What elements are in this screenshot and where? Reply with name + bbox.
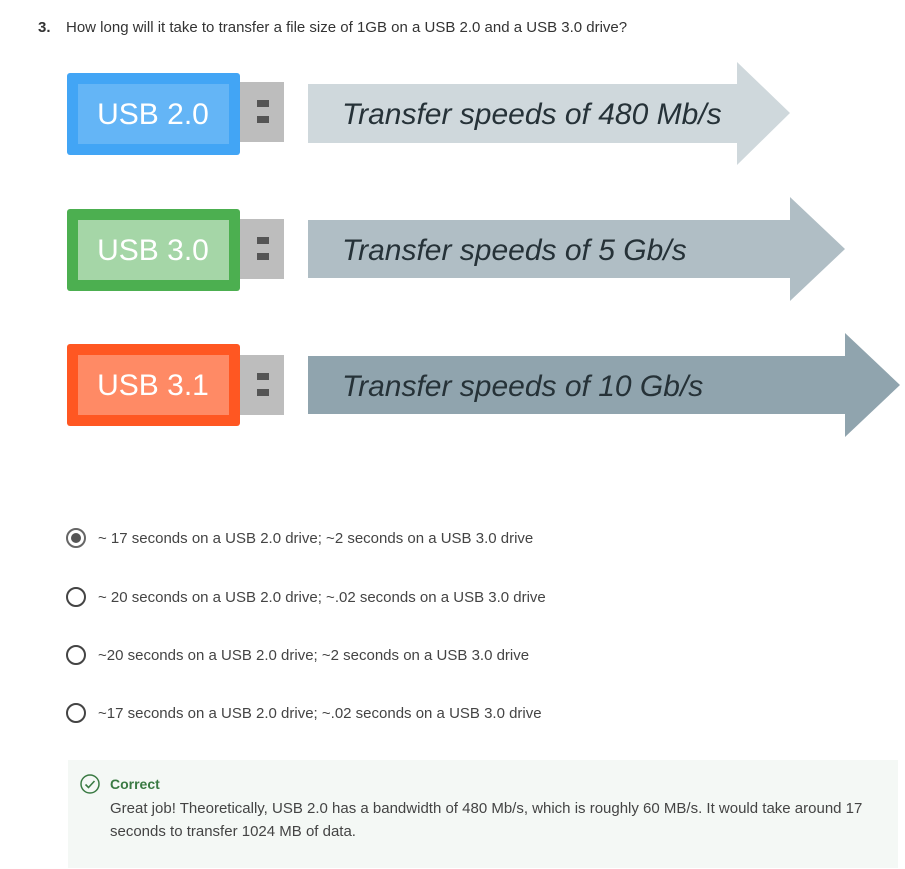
- feedback-panel: Correct Great job! Theoretically, USB 2.…: [68, 760, 898, 868]
- connector-2-slot-bottom: [257, 253, 269, 260]
- usb-illustration-svg: USB 2.0 Transfer speeds of 480 Mb/s USB …: [67, 62, 900, 437]
- radio-button[interactable]: [66, 645, 86, 665]
- usb-drive-2-speed: Transfer speeds of 5 Gb/s: [342, 234, 687, 267]
- question-number: 3.: [38, 19, 51, 36]
- usb-row-1: USB 2.0 Transfer speeds of 480 Mb/s: [67, 62, 790, 165]
- feedback-title: Correct: [110, 776, 160, 792]
- radio-button[interactable]: [66, 587, 86, 607]
- connector-1-slot-bottom: [257, 116, 269, 123]
- usb-drive-3-arrow: [308, 333, 900, 437]
- answer-option-label: ~20 seconds on a USB 2.0 drive; ~2 secon…: [98, 646, 530, 664]
- connector-2-slot-top: [257, 237, 269, 244]
- check-circle-icon: [80, 774, 100, 794]
- answer-option-1[interactable]: ~ 17 seconds on a USB 2.0 drive; ~2 seco…: [66, 528, 533, 548]
- connector-3-slot-top: [257, 373, 269, 380]
- usb-drive-1-label: USB 2.0: [97, 98, 209, 131]
- answer-option-label: ~17 seconds on a USB 2.0 drive; ~.02 sec…: [98, 704, 542, 722]
- usb-drive-1-label-bg: [78, 84, 229, 144]
- usb-drive-2-arrow: [308, 197, 845, 301]
- usb-drive-3-connector: [240, 355, 284, 415]
- usb-drive-1-arrow: [308, 62, 790, 165]
- answer-option-3[interactable]: ~20 seconds on a USB 2.0 drive; ~2 secon…: [66, 645, 529, 665]
- usb-row-2: USB 3.0 Transfer speeds of 5 Gb/s: [67, 197, 845, 301]
- usb-drive-2-connector: [240, 219, 284, 279]
- usb-speed-illustration: USB 2.0 Transfer speeds of 480 Mb/s USB …: [67, 62, 900, 437]
- radio-button-selected[interactable]: [66, 528, 86, 548]
- answer-option-label: ~ 20 seconds on a USB 2.0 drive; ~.02 se…: [98, 588, 546, 606]
- usb-drive-1-speed: Transfer speeds of 480 Mb/s: [342, 98, 722, 131]
- answer-option-label: ~ 17 seconds on a USB 2.0 drive; ~2 seco…: [98, 529, 534, 547]
- usb-drive-3-speed: Transfer speeds of 10 Gb/s: [342, 370, 703, 403]
- usb-drive-2-label: USB 3.0: [97, 234, 209, 267]
- usb-row-3: USB 3.1 Transfer speeds of 10 Gb/s: [67, 333, 900, 437]
- usb-drive-1-connector: [240, 82, 284, 142]
- usb-drive-3-label: USB 3.1: [97, 369, 209, 402]
- usb-drive-3-label-bg: [78, 355, 229, 415]
- connector-3-slot-bottom: [257, 389, 269, 396]
- question-text: How long will it take to transfer a file…: [66, 19, 628, 36]
- connector-1-slot-top: [257, 100, 269, 107]
- answer-option-4[interactable]: ~17 seconds on a USB 2.0 drive; ~.02 sec…: [66, 703, 542, 723]
- feedback-text: Great job! Theoretically, USB 2.0 has a …: [110, 800, 863, 840]
- usb-drive-2-label-bg: [78, 220, 229, 280]
- radio-button[interactable]: [66, 703, 86, 723]
- answer-option-2[interactable]: ~ 20 seconds on a USB 2.0 drive; ~.02 se…: [66, 587, 546, 607]
